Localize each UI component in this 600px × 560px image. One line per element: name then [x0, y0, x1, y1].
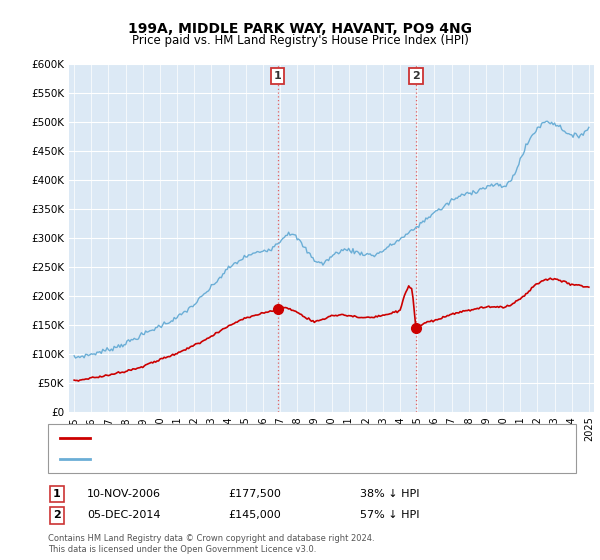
Text: This data is licensed under the Open Government Licence v3.0.: This data is licensed under the Open Gov…	[48, 545, 316, 554]
Text: 2: 2	[412, 71, 420, 81]
Text: 1: 1	[274, 71, 281, 81]
Text: 38% ↓ HPI: 38% ↓ HPI	[360, 489, 419, 499]
Text: 1: 1	[53, 489, 61, 499]
Text: 10-NOV-2006: 10-NOV-2006	[87, 489, 161, 499]
Text: £177,500: £177,500	[228, 489, 281, 499]
Text: 199A, MIDDLE PARK WAY, HAVANT, PO9 4NG: 199A, MIDDLE PARK WAY, HAVANT, PO9 4NG	[128, 22, 472, 36]
Text: HPI: Average price, detached house, Havant: HPI: Average price, detached house, Hava…	[99, 454, 329, 464]
Text: 2: 2	[53, 510, 61, 520]
Text: 199A, MIDDLE PARK WAY, HAVANT, PO9 4NG (detached house): 199A, MIDDLE PARK WAY, HAVANT, PO9 4NG (…	[99, 433, 425, 443]
Text: 05-DEC-2014: 05-DEC-2014	[87, 510, 161, 520]
Text: Contains HM Land Registry data © Crown copyright and database right 2024.: Contains HM Land Registry data © Crown c…	[48, 534, 374, 543]
Text: 57% ↓ HPI: 57% ↓ HPI	[360, 510, 419, 520]
Text: Price paid vs. HM Land Registry's House Price Index (HPI): Price paid vs. HM Land Registry's House …	[131, 34, 469, 46]
Text: £145,000: £145,000	[228, 510, 281, 520]
